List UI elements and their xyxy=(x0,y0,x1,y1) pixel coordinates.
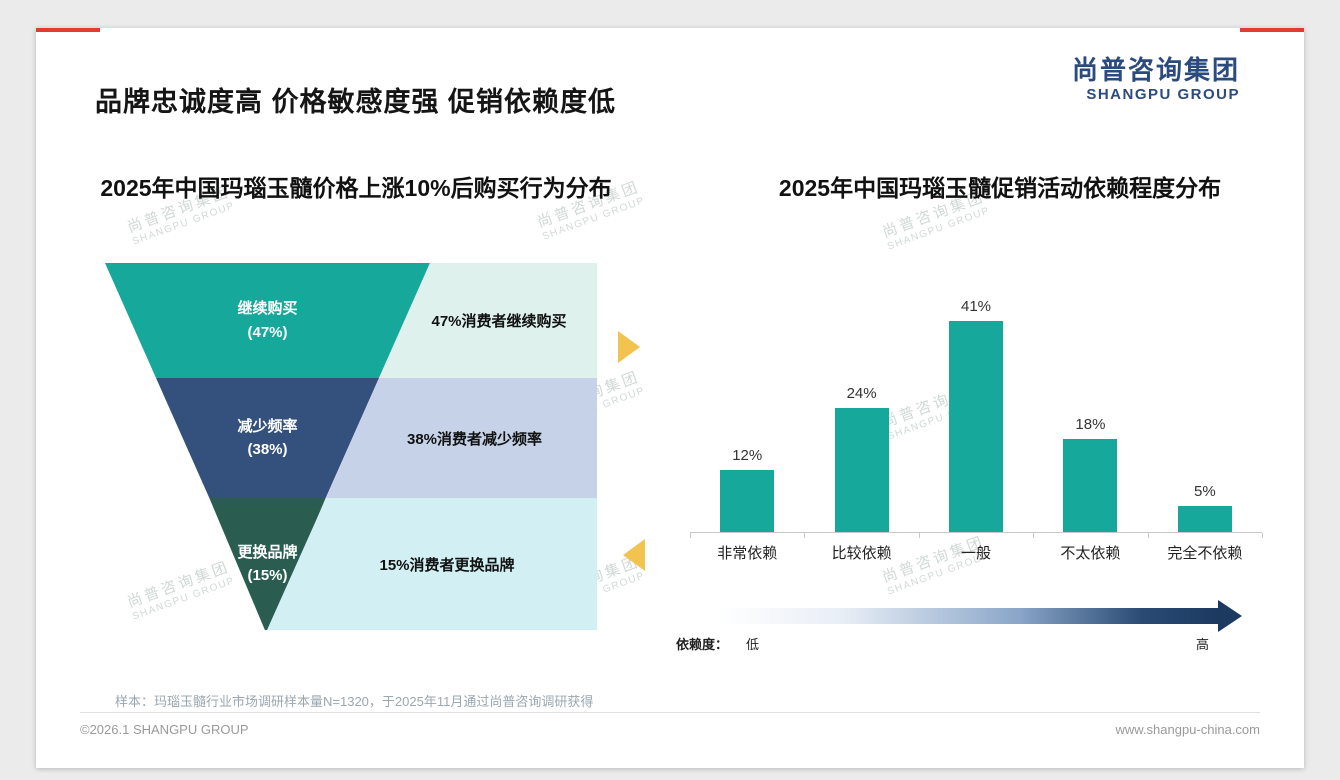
dependency-gradient-bar xyxy=(718,608,1218,624)
funnel-segment-value: (38%) xyxy=(247,441,288,458)
bar-column: 24% xyxy=(804,288,918,532)
dependency-high-label: 高 xyxy=(1196,637,1210,652)
axis-tick xyxy=(690,533,691,538)
dependency-arrow-head-icon xyxy=(1218,600,1242,632)
bar xyxy=(834,408,889,532)
company-logo: 尚普咨询集团 SHANGPU GROUP xyxy=(1071,55,1240,103)
logo-cn-text: 尚普咨询集团 xyxy=(1071,55,1240,85)
bar-chart: 12% 24% 41% 18% 5% xyxy=(690,288,1262,532)
bar-value-label: 41% xyxy=(961,298,992,315)
bar-column: 41% xyxy=(919,288,1033,532)
funnel-segment-value: (15%) xyxy=(247,567,288,584)
watermark-en: SHANGPU GROUP xyxy=(885,205,992,253)
funnel-chart-title: 2025年中国玛瑙玉髓价格上涨10%后购买行为分布 xyxy=(100,175,612,201)
axis-tick xyxy=(804,533,806,538)
funnel-desc-continue: 47%消费者继续购买 xyxy=(379,263,597,378)
funnel-segment-label: 继续购买 xyxy=(237,300,298,318)
axis-tick xyxy=(918,533,920,538)
x-axis xyxy=(690,532,1263,538)
category-label: 一般 xyxy=(961,545,992,562)
funnel-desc-switch: 15%消费者更换品牌 xyxy=(267,498,597,630)
sample-footnote: 样本：玛瑙玉髓行业市场调研样本量N=1320，于2025年11月通过尚普咨询调研… xyxy=(115,694,594,709)
bar xyxy=(1177,506,1232,532)
category-label: 不太依赖 xyxy=(1060,545,1121,562)
corner-accent-left xyxy=(36,28,100,32)
slide: 尚普咨询集团 SHANGPU GROUP 尚普咨询集团 SHANGPU GROU… xyxy=(36,28,1304,768)
funnel-segment-label: 更换品牌 xyxy=(237,543,298,561)
bar-column: 12% xyxy=(690,288,804,532)
bar xyxy=(720,470,775,532)
funnel-segment-value: (47%) xyxy=(247,323,288,341)
bar-value-label: 18% xyxy=(1075,416,1106,433)
gold-arrow-left-icon xyxy=(623,539,645,571)
funnel-desc-reduce: 38%消费者减少频率 xyxy=(326,378,597,498)
corner-accent-right xyxy=(1240,28,1304,32)
funnel-segment-label: 减少频率 xyxy=(237,417,298,435)
gold-arrow-right-icon xyxy=(618,331,640,363)
logo-en-text: SHANGPU GROUP xyxy=(1086,85,1240,103)
bar-column: 5% xyxy=(1148,288,1262,532)
dependency-low-label: 低 xyxy=(746,637,760,652)
watermark-en: SHANGPU GROUP xyxy=(130,200,237,248)
footer-divider xyxy=(80,712,1260,713)
page-title: 品牌忠诚度高 价格敏感度强 促销依赖度低 xyxy=(95,87,617,117)
footer-copyright: ©2026.1 SHANGPU GROUP xyxy=(80,722,249,737)
bar-column: 18% xyxy=(1033,288,1147,532)
watermark: 尚普咨询集团 SHANGPU GROUP xyxy=(879,530,992,597)
axis-tick xyxy=(1262,533,1263,538)
bar xyxy=(949,321,1004,532)
axis-tick xyxy=(1033,533,1035,538)
category-label: 比较依赖 xyxy=(831,545,892,562)
category-label: 完全不依赖 xyxy=(1167,545,1243,562)
dependency-axis-label: 依赖度： xyxy=(676,637,729,652)
bar-chart-title: 2025年中国玛瑙玉髓促销活动依赖程度分布 xyxy=(778,175,1222,201)
category-label: 非常依赖 xyxy=(717,545,778,562)
footer-website: www.shangpu-china.com xyxy=(1115,722,1260,737)
funnel-chart: 继续购买 (47%) 减少频率 (38%) 更换品牌 (15%) xyxy=(105,263,430,630)
bar-value-label: 5% xyxy=(1193,483,1216,500)
bar-value-label: 24% xyxy=(846,385,877,402)
bar-value-label: 12% xyxy=(732,447,763,464)
axis-tick xyxy=(1147,533,1149,538)
category-labels: 非常依赖 比较依赖 一般 不太依赖 完全不依赖 xyxy=(690,542,1262,563)
funnel-segment-continue: 继续购买 (47%) xyxy=(105,263,430,378)
bar xyxy=(1063,439,1118,532)
